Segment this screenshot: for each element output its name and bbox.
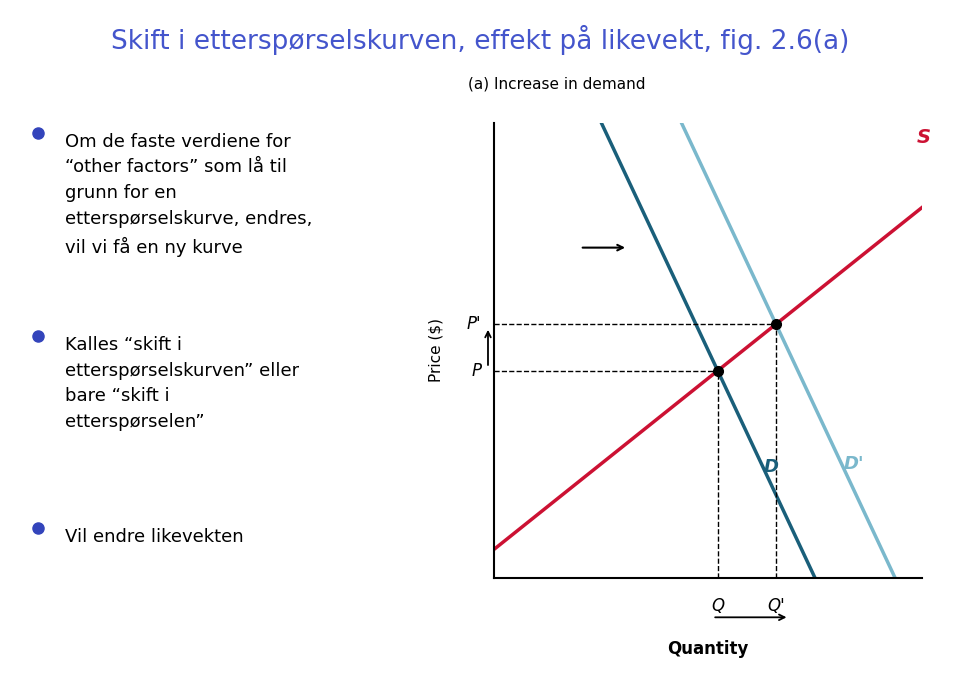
Text: Price ($): Price ($): [428, 318, 444, 382]
Text: Q': Q': [767, 597, 785, 615]
Text: (a) Increase in demand: (a) Increase in demand: [468, 76, 645, 91]
Text: D: D: [764, 458, 779, 475]
Text: Skift i etterspørselskurven, effekt på likevekt, fig. 2.6(a): Skift i etterspørselskurven, effekt på l…: [110, 25, 850, 55]
Text: Om de faste verdiene for
“other factors” som lå til
grunn for en
etterspørselsku: Om de faste verdiene for “other factors”…: [64, 133, 312, 257]
Text: ECON1210 Forelesning 2: ECON1210 Forelesning 2: [397, 673, 563, 686]
Text: Kalles “skift i
etterspørselskurven” eller
bare “skift i
etterspørselen”: Kalles “skift i etterspørselskurven” ell…: [64, 336, 299, 431]
Text: P: P: [471, 362, 481, 379]
Text: S: S: [916, 128, 930, 147]
Text: Q: Q: [711, 597, 724, 615]
Text: P': P': [467, 315, 481, 333]
Text: Quantity: Quantity: [667, 640, 749, 658]
Text: D': D': [844, 454, 864, 472]
Text: Vil endre likevekten: Vil endre likevekten: [64, 528, 243, 546]
Text: Diderik Lund, Økonomisk inst., UiO  (): Diderik Lund, Økonomisk inst., UiO (): [14, 673, 265, 686]
Text: 2. september 2011   16 / 24: 2. september 2011 16 / 24: [758, 673, 946, 686]
